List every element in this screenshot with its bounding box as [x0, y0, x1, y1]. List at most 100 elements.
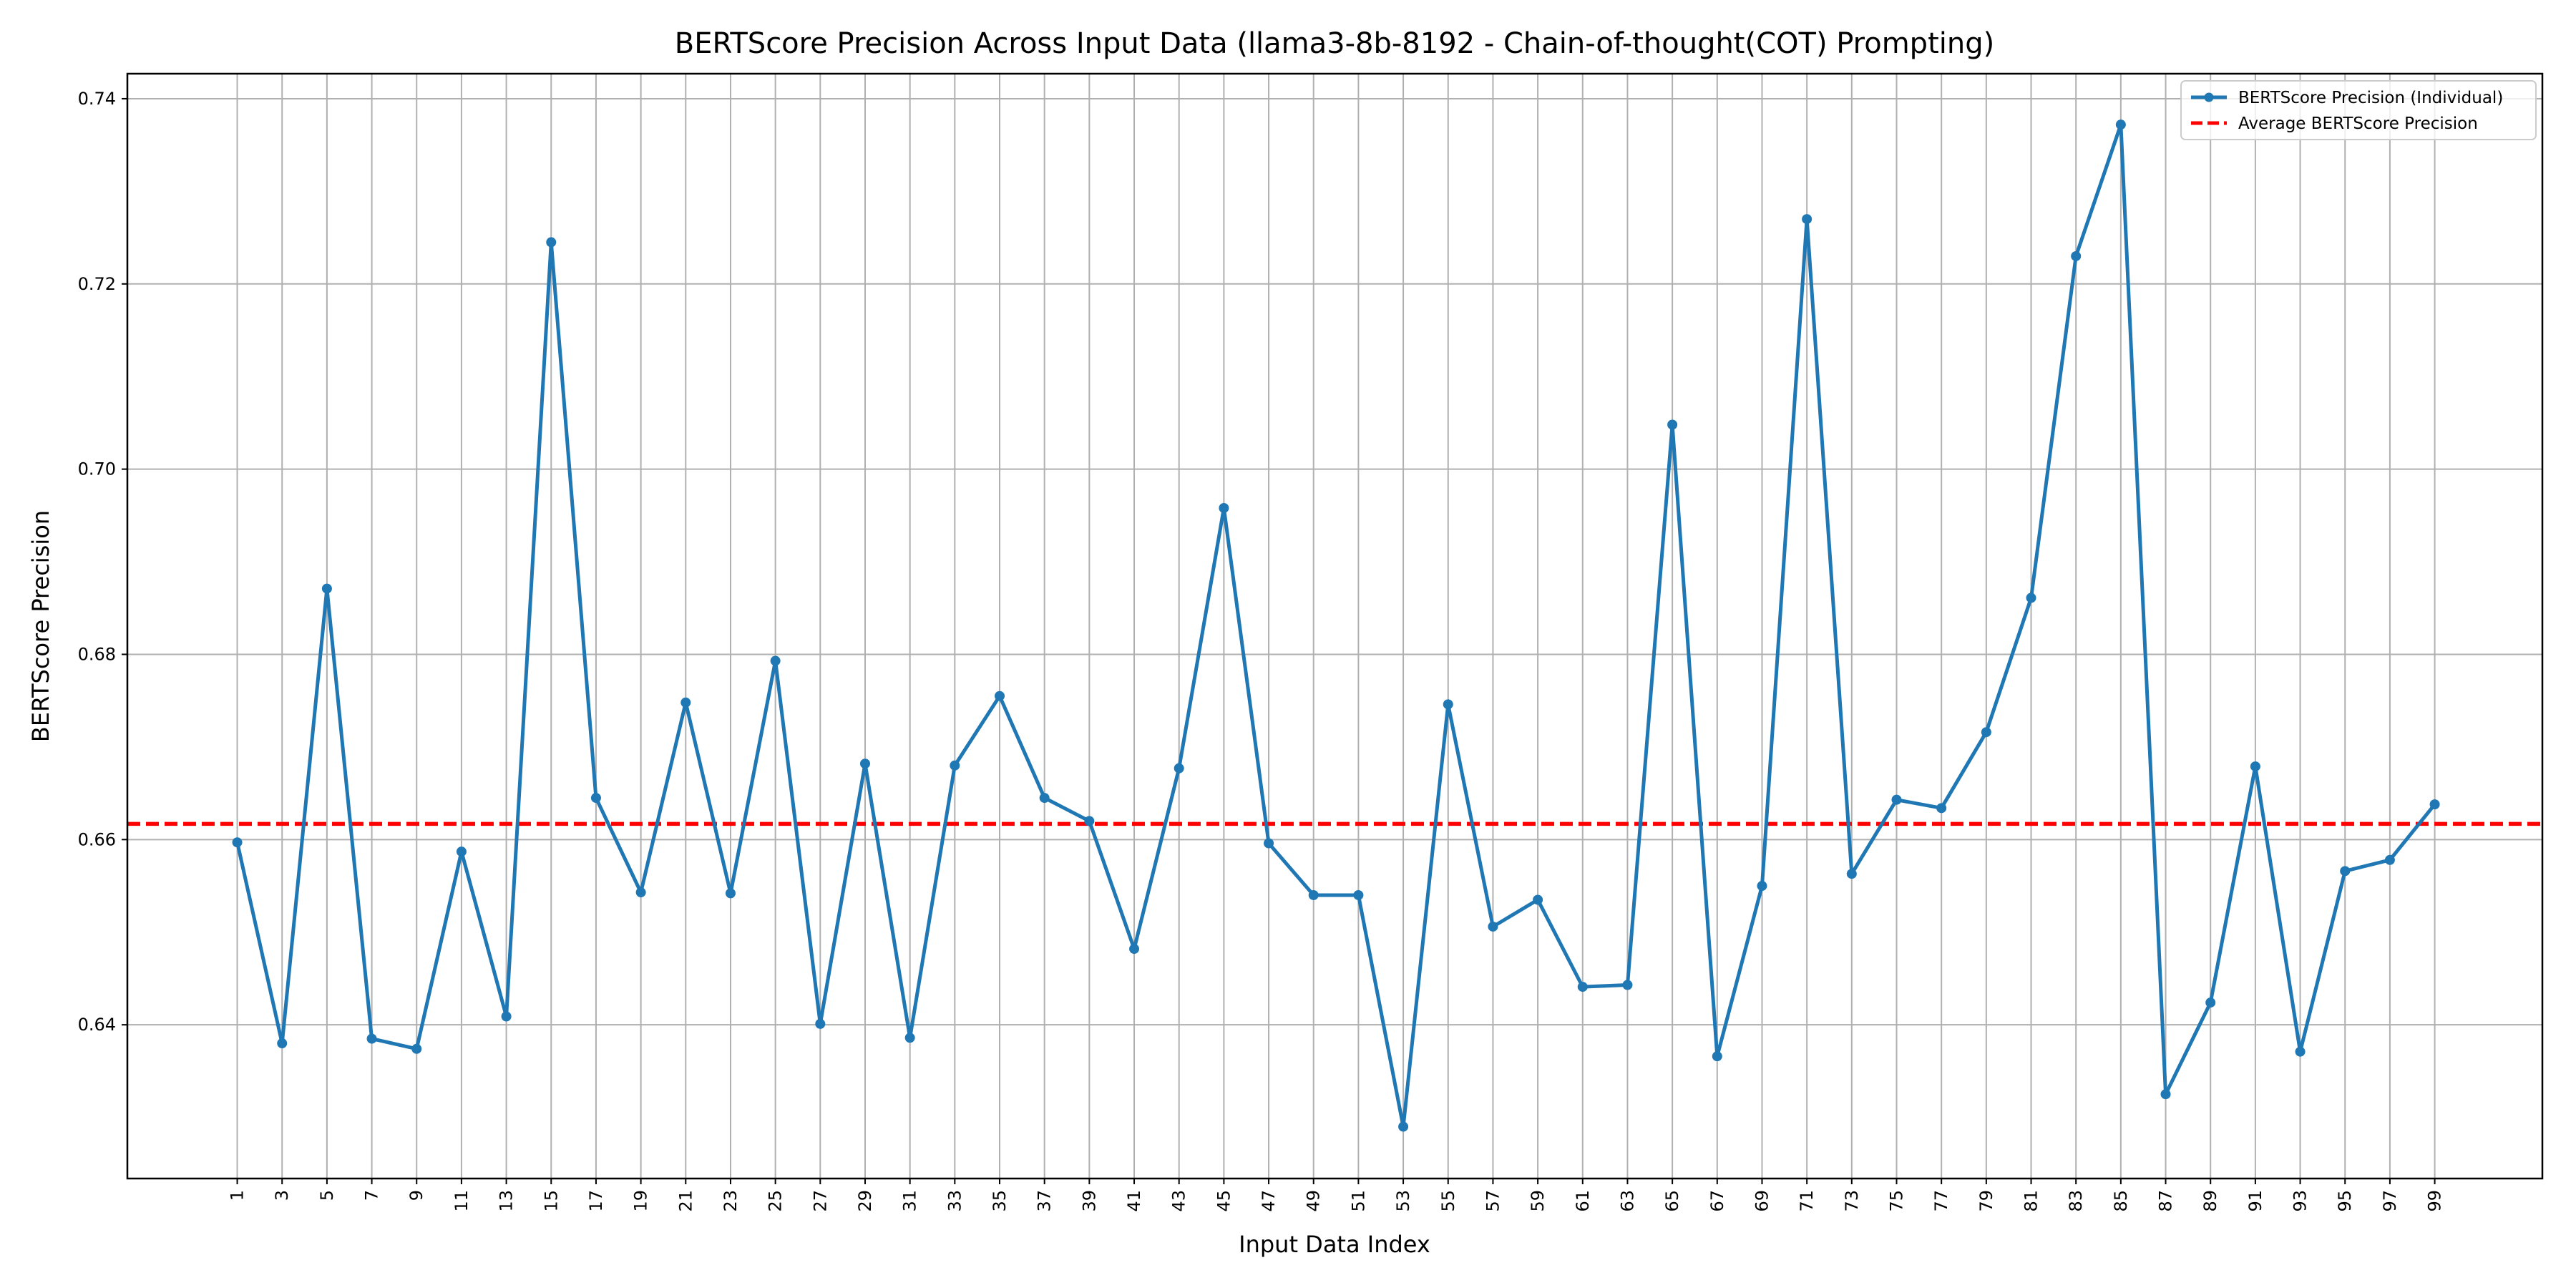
x-tick-label: 7 — [362, 1190, 382, 1201]
data-point — [1174, 763, 1184, 774]
data-point — [2115, 119, 2126, 130]
x-tick-label: 71 — [1797, 1190, 1817, 1212]
x-tick-label: 51 — [1348, 1190, 1368, 1212]
legend: BERTScore Precision (Individual) Average… — [2180, 80, 2537, 140]
data-point — [366, 1033, 377, 1044]
legend-individual-marker — [2204, 92, 2214, 102]
data-point — [1936, 803, 1947, 814]
data-point — [1757, 881, 1767, 892]
y-tick-label: 0.64 — [78, 1015, 116, 1035]
x-tick-label: 37 — [1035, 1190, 1055, 1212]
x-tick-label: 57 — [1483, 1190, 1503, 1212]
legend-box — [2180, 80, 2537, 140]
data-point — [2384, 854, 2395, 865]
x-tick-label: 65 — [1662, 1190, 1682, 1212]
series-line-individual — [235, 122, 2436, 1129]
x-tick-label: 97 — [2380, 1190, 2400, 1212]
data-point — [1264, 838, 1274, 849]
plot-area-border — [126, 72, 2544, 1180]
data-point — [995, 691, 1005, 701]
x-tick-label: 21 — [675, 1190, 696, 1212]
x-tick-label: 35 — [990, 1190, 1010, 1212]
data-point — [1353, 889, 1364, 900]
x-tick-label: 59 — [1528, 1190, 1548, 1212]
data-point — [1039, 793, 1050, 804]
data-point — [590, 793, 601, 804]
x-tick-label: 5 — [317, 1190, 337, 1201]
x-tick-label: 69 — [1752, 1190, 1772, 1212]
series-layer — [232, 119, 2440, 1132]
x-tick-label: 63 — [1617, 1190, 1637, 1212]
data-point — [546, 237, 557, 248]
data-point — [2295, 1046, 2306, 1057]
data-point — [2026, 592, 2036, 603]
x-tick-label: 23 — [721, 1190, 741, 1212]
x-tick-label: 9 — [406, 1190, 426, 1201]
x-tick-label: 91 — [2245, 1190, 2265, 1212]
x-tick-label: 55 — [1438, 1190, 1458, 1212]
data-point — [1488, 921, 1498, 932]
data-point — [232, 837, 243, 848]
x-tick-label: 43 — [1169, 1190, 1189, 1212]
x-tick-label: 17 — [586, 1190, 606, 1212]
data-point — [1443, 699, 1453, 710]
data-point — [1577, 982, 1588, 992]
x-tick-label: 3 — [272, 1190, 292, 1201]
data-point — [904, 1033, 915, 1043]
x-tick-label: 45 — [1214, 1190, 1234, 1212]
x-tick-label: 53 — [1393, 1190, 1413, 1212]
data-point — [1219, 502, 1229, 513]
x-tick-label: 33 — [945, 1190, 965, 1212]
x-tick-label: 15 — [541, 1190, 561, 1212]
x-tick-label: 61 — [1573, 1190, 1593, 1212]
x-axis-label: Input Data Index — [1239, 1231, 1430, 1258]
y-tick-label: 0.68 — [78, 644, 116, 664]
x-tick-label: 19 — [631, 1190, 651, 1212]
x-tick-label: 81 — [2021, 1190, 2041, 1212]
data-point — [770, 655, 781, 666]
data-point — [1981, 727, 1991, 738]
x-tick-label: 29 — [855, 1190, 875, 1212]
data-point — [950, 760, 960, 771]
x-tick-label: 73 — [1842, 1190, 1862, 1212]
x-tick-label: 11 — [452, 1190, 472, 1212]
data-point — [725, 888, 736, 899]
x-tick-label: 85 — [2111, 1190, 2131, 1212]
data-point — [635, 887, 646, 898]
y-axis-label: BERTScore Precision — [27, 510, 54, 742]
x-tick-label: 39 — [1079, 1190, 1099, 1212]
legend-average-label: Average BERTScore Precision — [2238, 114, 2478, 133]
x-tick-label: 49 — [1304, 1190, 1324, 1212]
data-point — [277, 1038, 288, 1049]
x-axis-ticks: 1 3 5 7 9 11 13 15 17 19 21 23 25 27 29 31 33 35 37 39 41 43 4… — [228, 1179, 2445, 1212]
data-point — [2340, 866, 2351, 877]
data-point — [2429, 799, 2440, 810]
data-point — [2160, 1089, 2171, 1100]
x-tick-label: 99 — [2425, 1190, 2445, 1212]
data-point — [1667, 419, 1678, 430]
x-tick-label: 87 — [2156, 1190, 2176, 1212]
x-tick-label: 27 — [810, 1190, 830, 1212]
x-tick-label: 25 — [766, 1190, 786, 1212]
data-point — [859, 758, 870, 769]
chart-title: BERTScore Precision Across Input Data (l… — [675, 27, 1994, 60]
x-tick-label: 47 — [1259, 1190, 1279, 1212]
x-tick-label: 13 — [497, 1190, 517, 1212]
x-tick-label: 95 — [2335, 1190, 2355, 1212]
data-point — [1533, 894, 1543, 905]
data-point — [1308, 889, 1319, 900]
data-point — [1712, 1051, 1722, 1062]
data-point — [501, 1011, 512, 1022]
legend-individual-label: BERTScore Precision (Individual) — [2238, 89, 2503, 107]
x-tick-label: 1 — [228, 1190, 248, 1201]
data-point — [321, 583, 332, 594]
data-point — [1891, 794, 1902, 805]
y-tick-label: 0.74 — [78, 89, 116, 109]
x-tick-label: 83 — [2066, 1190, 2086, 1212]
data-point — [1084, 816, 1095, 826]
x-tick-label: 75 — [1886, 1190, 1906, 1212]
y-tick-label: 0.72 — [78, 274, 116, 294]
y-tick-label: 0.70 — [78, 459, 116, 479]
